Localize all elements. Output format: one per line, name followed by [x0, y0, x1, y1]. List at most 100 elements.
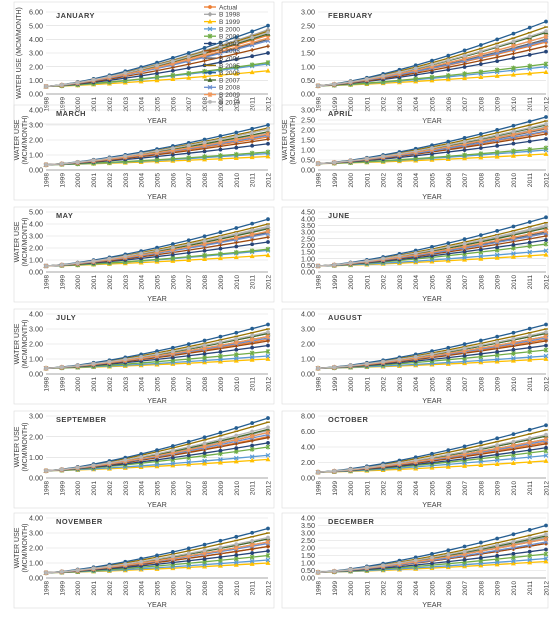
- x-tick-label: 2011: [527, 275, 534, 290]
- data-point: [60, 162, 64, 166]
- data-point: [528, 334, 532, 338]
- y-tick-label: 1.50: [301, 136, 315, 145]
- x-tick-label: 1999: [59, 173, 66, 188]
- data-point: [266, 425, 270, 429]
- x-tick-label: 2002: [107, 275, 114, 290]
- data-point: [60, 468, 64, 472]
- x-tick-label: 2002: [381, 581, 388, 596]
- x-tick-label: 1999: [59, 377, 66, 392]
- x-tick-label: 1999: [59, 275, 66, 290]
- data-point: [398, 152, 402, 156]
- y-tick-label: 0.00: [301, 370, 315, 379]
- x-tick-label: 2007: [186, 581, 193, 596]
- data-point: [349, 364, 353, 368]
- data-point: [139, 152, 143, 156]
- x-tick-label: 2010: [511, 481, 518, 496]
- data-point: [414, 355, 418, 359]
- x-tick-label: 2007: [462, 581, 469, 596]
- x-tick-label: 2006: [446, 97, 453, 112]
- y-tick-label: 2.00: [29, 136, 43, 145]
- data-point: [250, 346, 254, 350]
- x-tick-label: 2010: [511, 275, 518, 290]
- data-point: [398, 461, 402, 465]
- data-point: [234, 232, 238, 236]
- x-tick-label: 2005: [155, 481, 162, 496]
- y-tick-label: 2.00: [301, 458, 315, 467]
- data-point: [512, 56, 516, 60]
- x-tick-label: 2001: [364, 275, 371, 290]
- x-tick-label: 2008: [202, 173, 209, 188]
- x-tick-label: 2008: [478, 481, 485, 496]
- x-tick-label: 2002: [107, 97, 114, 112]
- x-axis-title: YEAR: [422, 600, 442, 609]
- y-tick-label: 2.50: [301, 116, 315, 125]
- data-point: [187, 342, 191, 346]
- data-point: [479, 43, 483, 47]
- x-tick-label: 2012: [544, 481, 550, 496]
- data-point: [139, 455, 143, 459]
- data-point: [495, 436, 499, 440]
- data-point: [250, 222, 254, 226]
- data-point: [266, 44, 270, 48]
- y-tick-label: 0.00: [29, 268, 43, 277]
- data-point: [332, 469, 336, 473]
- panel-title: MAY: [56, 211, 73, 220]
- data-point: [250, 36, 254, 40]
- data-point: [250, 228, 254, 232]
- data-point: [446, 143, 450, 147]
- data-point: [316, 570, 320, 574]
- x-tick-label: 1998: [316, 481, 323, 496]
- data-point: [234, 426, 238, 430]
- data-point: [108, 156, 112, 160]
- data-point: [187, 51, 191, 55]
- x-tick-label: 2005: [430, 377, 437, 392]
- data-point: [528, 53, 532, 57]
- data-point: [398, 254, 402, 258]
- y-tick-label: 1.00: [301, 355, 315, 364]
- data-point: [528, 139, 532, 143]
- legend-swatch-marker: [208, 12, 213, 17]
- x-tick-label: 2011: [250, 377, 257, 392]
- data-point: [365, 466, 369, 470]
- data-point: [108, 360, 112, 364]
- data-point: [139, 560, 143, 564]
- y-axis-title: (MCM/MONTH): [22, 320, 29, 369]
- x-tick-label: 2009: [218, 275, 225, 290]
- data-point: [512, 52, 516, 56]
- data-point: [266, 31, 270, 35]
- data-point: [92, 566, 96, 570]
- data-point: [108, 257, 112, 261]
- y-tick-label: 1.00: [29, 355, 43, 364]
- x-tick-label: 2005: [430, 97, 437, 112]
- data-point: [171, 349, 175, 353]
- x-tick-label: 2010: [234, 581, 241, 596]
- data-point: [512, 440, 516, 444]
- y-tick-label: 1.00: [29, 151, 43, 160]
- x-tick-label: 2009: [495, 581, 502, 596]
- data-point: [44, 366, 48, 370]
- data-point: [430, 352, 434, 356]
- x-tick-label: 2004: [413, 97, 420, 112]
- x-tick-label: 2010: [234, 275, 241, 290]
- x-tick-label: 1999: [59, 581, 66, 596]
- data-point: [234, 131, 238, 135]
- y-tick-label: 2.00: [29, 244, 43, 253]
- x-tick-label: 2007: [186, 275, 193, 290]
- data-point: [250, 551, 254, 555]
- data-point: [430, 552, 434, 556]
- x-tick-label: 2010: [511, 377, 518, 392]
- y-tick-label: 0.00: [29, 474, 43, 483]
- x-tick-label: 1999: [332, 481, 339, 496]
- data-point: [250, 54, 254, 58]
- x-tick-label: 1998: [316, 97, 323, 112]
- x-tick-label: 2006: [170, 377, 177, 392]
- y-axis-title: (MCM/MONTH): [22, 218, 29, 267]
- y-axis-title: WATER USE: [14, 119, 21, 160]
- x-tick-label: 2006: [170, 97, 177, 112]
- y-tick-label: 2.00: [29, 340, 43, 349]
- y-tick-label: 1.00: [301, 146, 315, 155]
- data-point: [187, 66, 191, 70]
- x-tick-label: 2001: [91, 97, 98, 112]
